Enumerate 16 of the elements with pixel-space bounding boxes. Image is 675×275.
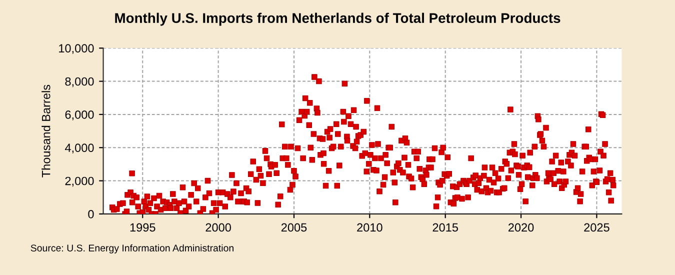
x-tick-label: 2000 [206, 223, 231, 232]
y-tick-label: 2,000 [65, 176, 94, 187]
x-tick-label: 2025 [584, 223, 610, 232]
x-tick-label: 2020 [508, 223, 534, 232]
x-tick-label: 1995 [130, 223, 156, 232]
chart-title: Monthly U.S. Imports from Netherlands of Total Petroleum Products [115, 12, 560, 26]
y-tick-label: 8,000 [65, 77, 94, 88]
y-tick-label: 6,000 [65, 110, 94, 120]
y-tick-label: 0 [88, 210, 94, 218]
x-tick-label: 2010 [357, 223, 382, 232]
y-axis-title: Thousand Barrels [42, 84, 50, 178]
y-tick-label: 4,000 [64, 144, 94, 154]
source-note: Source: U.S. Energy Information Administration [30, 244, 234, 254]
y-tick-label: 10,000 [59, 44, 94, 54]
x-tick-label: 2015 [432, 223, 458, 232]
x-tick-label: 2005 [281, 223, 307, 232]
